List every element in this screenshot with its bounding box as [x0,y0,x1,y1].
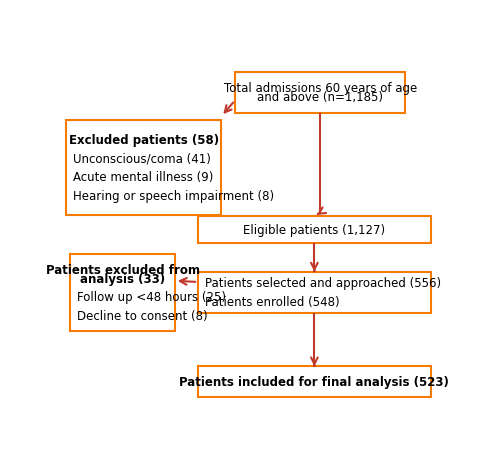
Text: Total admissions 60 years of age: Total admissions 60 years of age [224,82,417,95]
Text: Patients included for final analysis (523): Patients included for final analysis (52… [180,375,450,388]
Text: Follow up <48 hours (25): Follow up <48 hours (25) [77,291,226,304]
Text: Patients selected and approached (556): Patients selected and approached (556) [205,277,441,290]
FancyBboxPatch shape [235,73,406,113]
Text: Patients excluded from: Patients excluded from [46,263,200,276]
Text: Decline to consent (8): Decline to consent (8) [77,309,208,322]
FancyBboxPatch shape [198,217,430,244]
FancyBboxPatch shape [198,367,430,397]
Text: Patients enrolled (548): Patients enrolled (548) [205,295,340,308]
Text: analysis (33): analysis (33) [80,272,165,285]
FancyBboxPatch shape [198,272,430,313]
FancyBboxPatch shape [66,121,222,215]
Text: and above (n=1,185): and above (n=1,185) [257,91,383,104]
Text: Acute mental illness (9): Acute mental illness (9) [74,171,214,184]
FancyBboxPatch shape [70,254,175,331]
Text: Eligible patients (1,127): Eligible patients (1,127) [244,224,386,237]
Text: Unconscious/coma (41): Unconscious/coma (41) [74,152,211,165]
Text: Excluded patients (58): Excluded patients (58) [69,133,219,146]
Text: Hearing or speech impairment (8): Hearing or speech impairment (8) [74,189,274,202]
